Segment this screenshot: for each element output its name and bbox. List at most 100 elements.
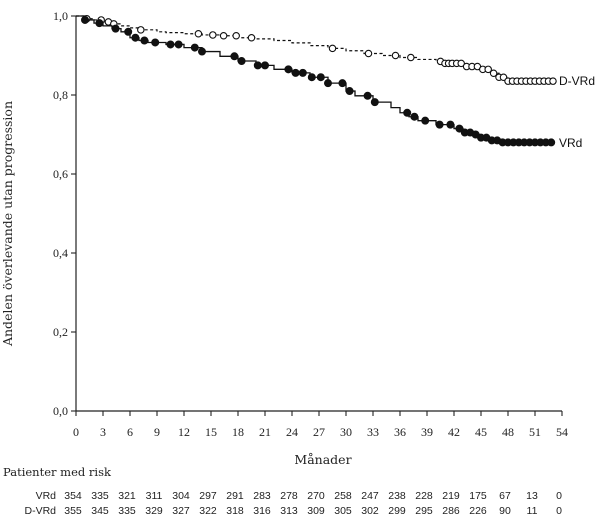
censor-mark	[253, 61, 262, 70]
y-axis-ticks: 0,0 0,2 0,4 0,6 0,8 1,0	[53, 9, 76, 418]
censor-mark	[232, 31, 240, 40]
risk-value: 345	[91, 505, 109, 517]
plot-area: 0,00,20,40,60,81,0 0 3 6 9 12 15 18 21 24 27 30 33 3…	[53, 9, 595, 439]
risk-table-title: Patienter med risk	[3, 465, 112, 479]
x-tick-label: 48	[502, 425, 514, 439]
risk-value: 0	[556, 505, 562, 517]
x-axis-ticks: 0 3 6 9 12 15 18 21 24 27 30 33 36 39 42 45 48 51 54	[73, 411, 568, 439]
censor-mark	[345, 87, 354, 96]
risk-value: 226	[469, 505, 487, 517]
x-tick-label: 30	[340, 425, 352, 439]
y-axis-label: Andelen överlevande utan progression	[0, 101, 15, 347]
censor-mark	[151, 38, 160, 47]
risk-value: 316	[253, 505, 271, 517]
y-tick-label: 0,4	[53, 246, 68, 260]
risk-row-label: D-VRd	[24, 505, 56, 517]
censor-mark	[124, 27, 133, 36]
censor-mark	[209, 31, 217, 39]
censor-mark	[446, 120, 455, 129]
risk-value: 322	[199, 505, 217, 517]
risk-value: 13	[526, 490, 538, 502]
censor-mark	[391, 51, 400, 60]
censor-mark	[455, 124, 464, 133]
x-tick-label: 39	[421, 425, 433, 439]
risk-value: 313	[280, 505, 298, 517]
censor-mark	[81, 15, 90, 24]
risk-value: 327	[172, 505, 190, 517]
censor-mark	[328, 44, 337, 53]
x-axis-label: Månader	[294, 452, 351, 467]
x-tick-label: 12	[178, 425, 190, 439]
censor-mark	[137, 26, 145, 34]
risk-value: 304	[172, 490, 190, 502]
censor-mark	[403, 108, 412, 117]
risk-value: 238	[388, 490, 406, 502]
risk-value: 278	[280, 490, 298, 502]
x-tick-label: 15	[205, 425, 217, 439]
risk-value: 354	[64, 490, 82, 502]
censor-mark	[111, 24, 120, 33]
censor-mark	[247, 33, 256, 42]
censor-mark	[547, 138, 556, 147]
censor-mark	[484, 65, 492, 74]
y-tick-label: 0,6	[53, 167, 68, 181]
censor-mark	[194, 30, 203, 38]
x-tick-label: 9	[154, 425, 160, 439]
risk-value: 335	[91, 490, 109, 502]
x-tick-label: 42	[448, 425, 460, 439]
x-tick-label: 0	[73, 425, 79, 439]
risk-value: 175	[469, 490, 487, 502]
series-label: D-VRd	[559, 74, 595, 88]
risk-value: 321	[118, 490, 136, 502]
x-tick-label: 24	[286, 425, 298, 439]
risk-value: 67	[499, 490, 511, 502]
censor-mark	[316, 73, 325, 82]
censor-mark	[370, 98, 379, 107]
censor-mark	[237, 57, 246, 66]
censor-mark	[260, 61, 269, 70]
x-tick-label: 3	[100, 425, 106, 439]
risk-value: 302	[361, 505, 379, 517]
series-d-vrd: D-VRd	[76, 15, 595, 88]
censor-mark	[421, 116, 430, 125]
risk-value: 295	[415, 505, 433, 517]
y-tick-label: 0,2	[53, 325, 68, 339]
x-tick-label: 27	[313, 425, 325, 439]
risk-value: 11	[527, 505, 538, 517]
censor-mark	[140, 36, 149, 45]
x-tick-label: 45	[475, 425, 487, 439]
risk-value: 311	[146, 490, 163, 502]
censor-mark	[338, 79, 347, 88]
censor-mark	[364, 49, 373, 58]
risk-value: 270	[307, 490, 325, 502]
x-tick-label: 33	[367, 425, 379, 439]
y-tick-label: 0,8	[53, 88, 68, 102]
censor-mark	[298, 68, 307, 77]
censor-mark	[549, 77, 557, 85]
x-tick-label: 36	[394, 425, 406, 439]
risk-row: VRd 354 335 321 311 304 297 291 283 278 270 258 247 2…	[36, 490, 563, 502]
risk-value: 228	[415, 490, 433, 502]
x-tick-label: 51	[529, 425, 541, 439]
censor-mark	[435, 120, 444, 129]
censor-mark	[407, 53, 415, 62]
risk-table: Patienter med risk VRd 354 335 321 311 304 297…	[3, 465, 562, 517]
risk-value: 335	[118, 505, 136, 517]
x-tick-label: 21	[259, 425, 271, 439]
censor-mark	[291, 68, 300, 77]
x-tick-label: 6	[127, 425, 133, 439]
censor-mark	[323, 79, 332, 88]
risk-value: 355	[64, 505, 82, 517]
censor-mark	[131, 33, 140, 42]
risk-value: 299	[388, 505, 406, 517]
y-tick-label: 1,0	[53, 9, 68, 23]
risk-value: 297	[199, 490, 217, 502]
risk-value: 309	[307, 505, 325, 517]
risk-value: 90	[499, 505, 511, 517]
series-label: VRd	[559, 136, 582, 150]
x-tick-label: 18	[232, 425, 244, 439]
censor-mark	[489, 69, 498, 78]
censor-mark	[410, 112, 419, 121]
censor-mark	[190, 43, 199, 52]
